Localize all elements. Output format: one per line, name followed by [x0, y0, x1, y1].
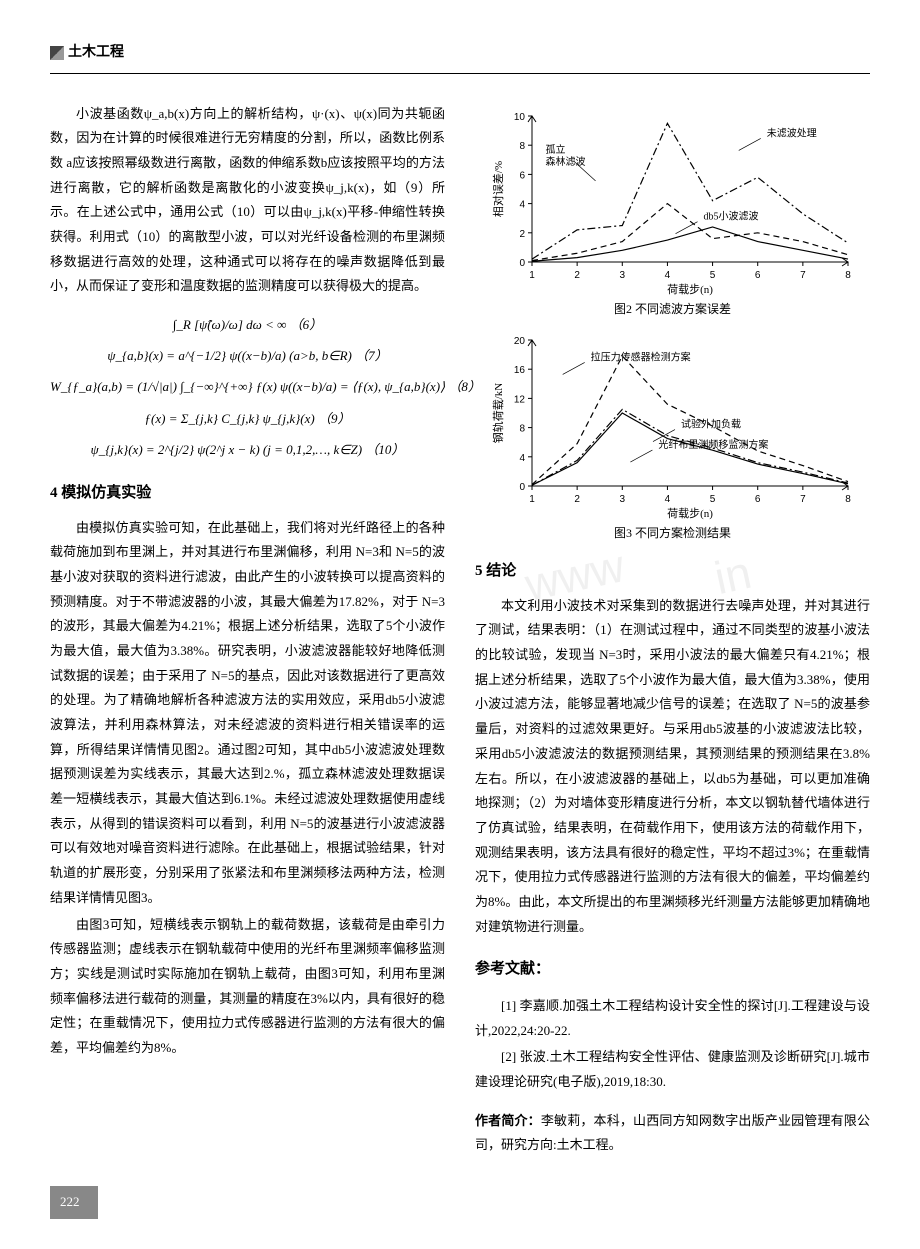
svg-text:4: 4: [664, 494, 670, 505]
svg-text:荷载步(n): 荷载步(n): [667, 507, 713, 520]
svg-text:6: 6: [754, 270, 760, 281]
svg-text:5: 5: [709, 494, 715, 505]
right-column: www in 024681012345678荷载步(n)相对误差/%未滤波处理孤…: [475, 102, 870, 1158]
svg-text:相对误差/%: 相对误差/%: [491, 160, 505, 216]
svg-text:3: 3: [619, 270, 625, 281]
reference-2: [2] 张波.土木工程结构安全性评估、健康监测及诊断研究[J].城市建设理论研究…: [475, 1045, 870, 1094]
svg-text:试验外加负载: 试验外加负载: [680, 418, 740, 431]
figure-2: 024681012345678荷载步(n)相对误差/%未滤波处理孤立森林滤波db…: [475, 106, 870, 321]
svg-text:2: 2: [574, 270, 580, 281]
svg-text:0: 0: [519, 482, 525, 493]
svg-text:5: 5: [709, 270, 715, 281]
svg-text:8: 8: [845, 494, 851, 505]
svg-text:未滤波处理: 未滤波处理: [766, 126, 816, 139]
svg-text:1: 1: [529, 270, 535, 281]
figure-3: 04812162012345678荷载步(n)钢轨荷载/kN拉压力传感器检测方案…: [475, 330, 870, 545]
section-4-para-1: 由模拟仿真实验可知，在此基础上，我们将对光纤路径上的各种载荷施加到布里渊上，并对…: [50, 516, 445, 911]
figure-3-caption: 图3 不同方案检测结果: [475, 522, 870, 545]
svg-text:钢轨荷载/kN: 钢轨荷载/kN: [491, 383, 505, 444]
reference-1: [1] 李嘉顺.加强土木工程结构设计安全性的探讨[J].工程建设与设计,2022…: [475, 994, 870, 1043]
svg-text:荷载步(n): 荷载步(n): [667, 283, 713, 296]
svg-text:6: 6: [519, 170, 525, 181]
equation-6: ∫_R [ψ̂(ω)/ω] dω < ∞ （6）: [50, 309, 445, 340]
svg-text:0: 0: [519, 258, 525, 269]
equation-7: ψ_{a,b}(x) = a^{−1/2} ψ((x−b)/a) (a>b, b…: [50, 340, 445, 371]
equation-block: ∫_R [ψ̂(ω)/ω] dω < ∞ （6） ψ_{a,b}(x) = a^…: [50, 309, 445, 465]
svg-text:20: 20: [513, 336, 525, 347]
two-column-layout: 小波基函数ψ_a,b(x)方向上的解析结构，ψ·(x)、ψ(x)同为共轭函数，因…: [50, 102, 870, 1158]
svg-text:7: 7: [800, 270, 806, 281]
svg-text:4: 4: [664, 270, 670, 281]
header-category: 土木工程: [68, 40, 124, 67]
equation-10: ψ_{j,k}(x) = 2^{j/2} ψ(2^j x − k) (j = 0…: [50, 434, 445, 465]
svg-text:6: 6: [754, 494, 760, 505]
svg-text:光纤布里渊频移监测方案: 光纤布里渊频移监测方案: [658, 438, 768, 451]
page-header: 土木工程: [50, 40, 870, 74]
svg-text:拉压力传感器检测方案: 拉压力传感器检测方案: [590, 351, 690, 364]
header-icon: [50, 46, 64, 60]
svg-text:孤立: 孤立: [545, 142, 565, 155]
section-5-para-1: 本文利用小波技术对采集到的数据进行去噪声处理，并对其进行了测试，结果表明：（1）…: [475, 594, 870, 940]
figure-2-caption: 图2 不同滤波方案误差: [475, 298, 870, 321]
page-number: 222: [50, 1186, 98, 1219]
svg-text:2: 2: [519, 228, 525, 239]
equation-9: ƒ(x) = Σ_{j,k} C_{j,k} ψ_{j,k}(x) （9）: [50, 403, 445, 434]
svg-text:8: 8: [519, 424, 525, 435]
svg-text:4: 4: [519, 453, 525, 464]
svg-text:16: 16: [513, 366, 525, 377]
svg-text:3: 3: [619, 494, 625, 505]
chart-2-svg: 024681012345678荷载步(n)相对误差/%未滤波处理孤立森林滤波db…: [488, 106, 858, 296]
author-info: 作者简介：李敏莉，本科，山西同方知网数字出版产业园管理有限公司，研究方向:土木工…: [475, 1109, 870, 1158]
author-label: 作者简介：: [475, 1113, 541, 1128]
equation-8: W_{ƒ_a}(a,b) = (1/√|a|) ∫_{−∞}^{+∞} ƒ(x)…: [50, 371, 445, 402]
svg-text:8: 8: [519, 141, 525, 152]
svg-text:2: 2: [574, 494, 580, 505]
section-4-para-2: 由图3可知，短横线表示钢轨上的载荷数据，该载荷是由牵引力传感器监测；虚线表示在钢…: [50, 913, 445, 1061]
svg-text:1: 1: [529, 494, 535, 505]
svg-text:10: 10: [513, 112, 525, 123]
svg-text:db5小波滤波: db5小波滤波: [703, 209, 758, 222]
svg-text:4: 4: [519, 199, 525, 210]
chart-3-svg: 04812162012345678荷载步(n)钢轨荷载/kN拉压力传感器检测方案…: [488, 330, 858, 520]
intro-paragraph: 小波基函数ψ_a,b(x)方向上的解析结构，ψ·(x)、ψ(x)同为共轭函数，因…: [50, 102, 445, 300]
section-4-title: 4 模拟仿真实验: [50, 479, 445, 508]
svg-text:8: 8: [845, 270, 851, 281]
left-column: 小波基函数ψ_a,b(x)方向上的解析结构，ψ·(x)、ψ(x)同为共轭函数，因…: [50, 102, 445, 1158]
svg-text:12: 12: [513, 395, 525, 406]
svg-text:7: 7: [800, 494, 806, 505]
references-title: 参考文献：: [475, 955, 870, 984]
section-5-title: 5 结论: [475, 557, 870, 586]
